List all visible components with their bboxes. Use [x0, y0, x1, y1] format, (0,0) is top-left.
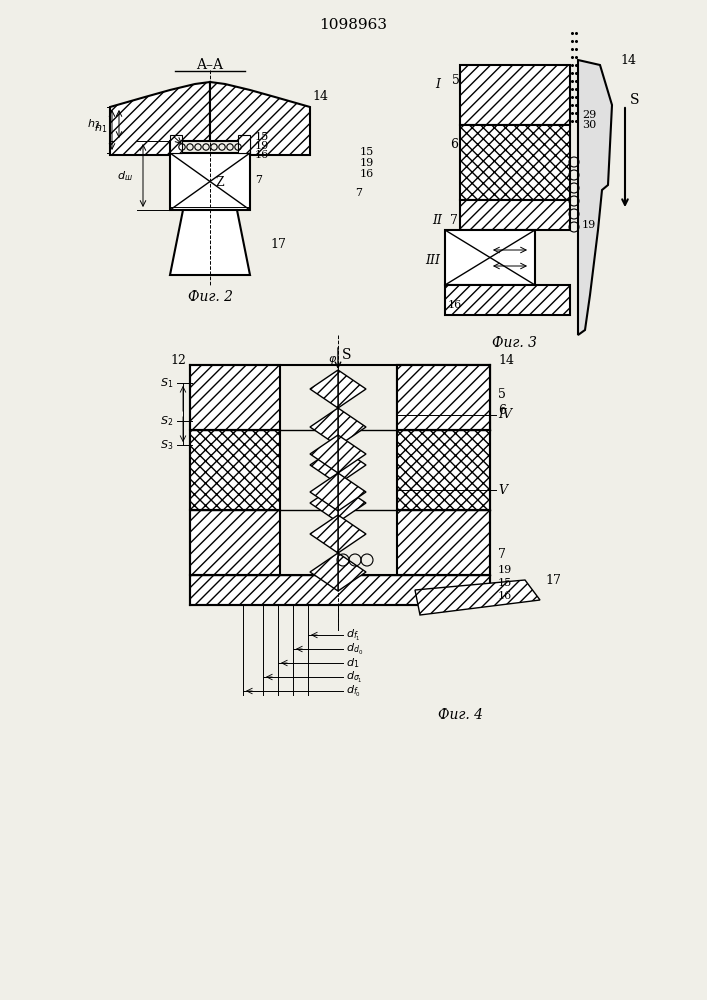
- Text: $d_{f_1}$: $d_{f_1}$: [346, 627, 361, 643]
- Bar: [460, 65, 570, 125]
- Text: 14: 14: [620, 53, 636, 66]
- Polygon shape: [338, 484, 366, 522]
- Text: I: I: [435, 79, 440, 92]
- Polygon shape: [110, 82, 210, 155]
- Polygon shape: [310, 473, 338, 511]
- Text: Фиг. 4: Фиг. 4: [438, 708, 483, 722]
- Text: $S_2$: $S_2$: [160, 414, 173, 428]
- Text: Фиг. 3: Фиг. 3: [493, 336, 537, 350]
- Bar: [445, 230, 535, 285]
- Text: 16: 16: [255, 150, 269, 160]
- Polygon shape: [310, 553, 338, 591]
- Text: III: III: [425, 253, 440, 266]
- Polygon shape: [210, 82, 310, 155]
- Text: $d_ш$: $d_ш$: [117, 169, 133, 183]
- Text: 17: 17: [545, 574, 561, 586]
- Text: 7: 7: [355, 188, 362, 198]
- Text: 19: 19: [582, 220, 596, 230]
- Text: 5: 5: [452, 74, 460, 87]
- Text: 14: 14: [312, 91, 328, 104]
- Polygon shape: [310, 435, 338, 473]
- Polygon shape: [338, 473, 366, 511]
- Bar: [445, 285, 570, 315]
- Text: 7: 7: [450, 214, 458, 227]
- Bar: [170, 135, 182, 153]
- Text: $h_1$: $h_1$: [94, 121, 107, 135]
- Polygon shape: [338, 446, 366, 484]
- Bar: [190, 365, 280, 430]
- Text: $d_1$: $d_1$: [346, 656, 359, 670]
- Polygon shape: [338, 515, 366, 553]
- Polygon shape: [310, 446, 338, 484]
- Polygon shape: [170, 210, 250, 275]
- Text: $d_{d_0}$: $d_{d_0}$: [346, 641, 363, 657]
- Text: IV: IV: [498, 408, 512, 422]
- Text: 19: 19: [255, 141, 269, 151]
- Text: 7: 7: [498, 548, 506, 562]
- Text: 6: 6: [450, 138, 458, 151]
- Text: 15: 15: [255, 132, 269, 142]
- Text: 30: 30: [582, 120, 596, 130]
- Text: $\varphi$: $\varphi$: [328, 354, 337, 366]
- Text: 1098963: 1098963: [319, 18, 387, 32]
- Polygon shape: [310, 408, 338, 446]
- Bar: [460, 200, 570, 230]
- Polygon shape: [338, 435, 366, 473]
- Polygon shape: [338, 370, 366, 408]
- Text: Z: Z: [215, 176, 223, 188]
- Polygon shape: [578, 60, 612, 335]
- Text: $d_{\sigma_1}$: $d_{\sigma_1}$: [346, 669, 363, 685]
- Text: 29: 29: [582, 110, 596, 120]
- Text: A–A: A–A: [197, 58, 223, 72]
- Polygon shape: [310, 515, 338, 553]
- Bar: [397, 430, 490, 510]
- Polygon shape: [415, 580, 540, 615]
- Bar: [238, 135, 250, 153]
- Text: S: S: [630, 93, 640, 107]
- Text: 7: 7: [255, 175, 262, 185]
- Text: 17: 17: [270, 238, 286, 251]
- Bar: [397, 365, 490, 430]
- Text: $d_{f_0}$: $d_{f_0}$: [346, 683, 361, 699]
- Polygon shape: [338, 408, 366, 446]
- Text: 15: 15: [360, 147, 374, 157]
- Bar: [190, 510, 280, 575]
- Text: 14: 14: [498, 354, 514, 366]
- Text: 16: 16: [448, 300, 462, 310]
- Text: 16: 16: [498, 591, 513, 601]
- Text: 16: 16: [360, 169, 374, 179]
- Text: 19: 19: [498, 565, 513, 575]
- Text: 5: 5: [498, 388, 506, 401]
- Bar: [190, 430, 280, 510]
- Bar: [170, 153, 250, 210]
- Text: $S_1$: $S_1$: [160, 376, 173, 390]
- Bar: [460, 125, 570, 200]
- Bar: [190, 575, 490, 605]
- Text: Фиг. 2: Фиг. 2: [187, 290, 233, 304]
- Text: 19: 19: [360, 158, 374, 168]
- Polygon shape: [338, 553, 366, 591]
- Polygon shape: [310, 370, 338, 408]
- Bar: [397, 510, 490, 575]
- Text: 6: 6: [498, 403, 506, 416]
- Text: II: II: [432, 214, 442, 227]
- Text: S: S: [342, 348, 351, 362]
- Bar: [397, 365, 490, 430]
- Text: V: V: [498, 484, 507, 496]
- Polygon shape: [310, 484, 338, 522]
- Text: 15: 15: [498, 578, 513, 588]
- Text: $S_3$: $S_3$: [160, 438, 173, 452]
- Text: $h_2$: $h_2$: [87, 117, 100, 131]
- Text: 12: 12: [170, 354, 186, 366]
